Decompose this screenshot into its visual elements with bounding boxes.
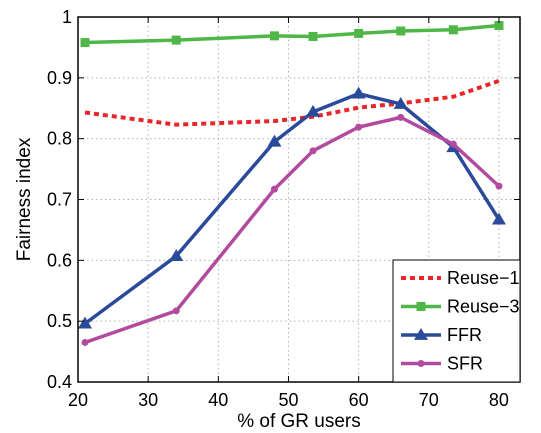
data-point-ffr xyxy=(393,96,408,109)
data-point-sfr xyxy=(449,140,457,148)
x-tick-label: 80 xyxy=(489,390,509,410)
data-point-ffr xyxy=(169,249,184,261)
data-point-sfr xyxy=(495,182,503,190)
legend-marker xyxy=(417,360,425,367)
legend-item-sfr: SFR xyxy=(401,354,483,374)
data-point-reuse-3 xyxy=(308,31,318,41)
legend-item-reuse-1: Reuse−1 xyxy=(401,268,520,288)
x-tick-label: 60 xyxy=(349,390,369,410)
legend-label: Reuse−3 xyxy=(447,297,520,317)
x-tick-label: 30 xyxy=(138,390,158,410)
data-point-sfr xyxy=(397,113,405,121)
y-tick-label: 0.6 xyxy=(47,250,72,270)
data-point-reuse-3 xyxy=(269,31,279,41)
x-tick-label: 40 xyxy=(208,390,228,410)
data-point-ffr xyxy=(267,134,282,147)
legend-label: Reuse−1 xyxy=(447,268,520,288)
legend-marker xyxy=(416,302,426,311)
legend-marker xyxy=(414,328,428,340)
series-line-sfr xyxy=(84,115,501,345)
series-line-reuse-1 xyxy=(84,78,500,127)
data-point-reuse-3 xyxy=(448,25,458,35)
y-tick-label: 1 xyxy=(62,7,72,27)
series-sfr xyxy=(81,113,503,346)
x-tick-label: 70 xyxy=(419,390,439,410)
legend: Reuse−1 Reuse−3 FFR SFR xyxy=(392,259,521,383)
data-point-sfr xyxy=(309,147,317,155)
series-reuse-1 xyxy=(84,78,500,127)
y-tick-label: 0.7 xyxy=(47,190,72,210)
series-line-reuse-3 xyxy=(84,23,500,45)
data-point-sfr xyxy=(172,307,180,315)
series-layer xyxy=(78,21,506,346)
x-tick-label: 50 xyxy=(278,390,298,410)
data-point-reuse-3 xyxy=(80,38,90,48)
y-tick-label: 0.4 xyxy=(47,372,72,392)
data-point-sfr xyxy=(81,338,89,346)
legend-item-ffr: FFR xyxy=(401,325,482,345)
grid xyxy=(78,17,520,382)
data-point-reuse-3 xyxy=(354,28,364,38)
data-point-ffr xyxy=(306,104,321,117)
y-tick-label: 0.8 xyxy=(47,129,72,149)
data-point-ffr xyxy=(351,86,366,99)
data-point-sfr xyxy=(355,123,363,131)
data-point-reuse-3 xyxy=(171,35,181,45)
legend-box xyxy=(392,259,521,383)
legend-label: SFR xyxy=(447,354,483,374)
data-point-sfr xyxy=(270,185,278,193)
y-tick-label: 0.5 xyxy=(47,311,72,331)
y-axis-title: Fairness index xyxy=(14,137,35,261)
legend-item-reuse-3: Reuse−3 xyxy=(401,297,520,317)
data-point-ffr xyxy=(491,212,506,225)
data-point-reuse-3 xyxy=(494,21,504,31)
tick-labels: 20 30 40 50 60 70 80 0.4 0.5 0.6 0.7 0.8 0.9 1 xyxy=(47,7,509,410)
series-reuse-3 xyxy=(80,21,504,48)
x-axis-title: % of GR users xyxy=(237,411,361,432)
data-point-reuse-3 xyxy=(396,26,406,36)
x-tick-label: 20 xyxy=(68,390,88,410)
legend-label: FFR xyxy=(447,325,482,345)
data-point-ffr xyxy=(78,316,93,329)
y-tick-label: 0.9 xyxy=(47,68,72,88)
